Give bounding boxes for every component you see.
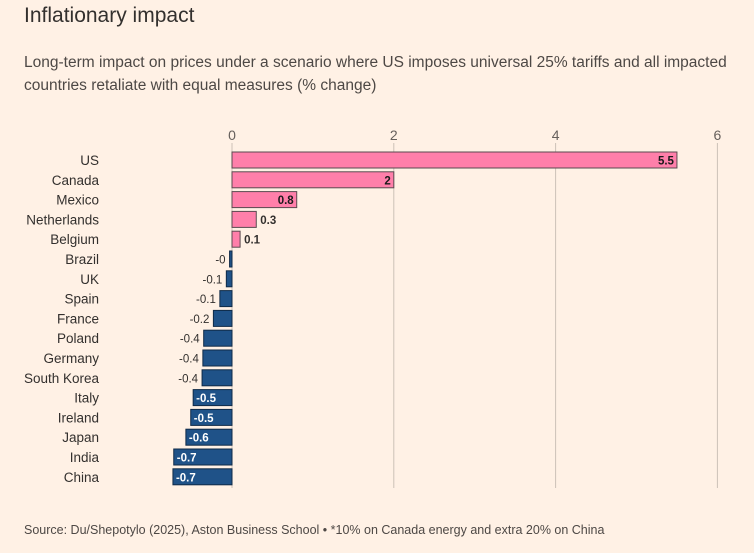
value-label: -0.7 [177,453,197,465]
category-label: Poland [57,331,99,346]
category-label: Germany [43,351,99,366]
value-label: -0.1 [196,294,216,306]
value-label: -0.5 [196,393,216,405]
bar [225,270,233,288]
category-label: Belgium [50,232,99,247]
value-label: 0.8 [278,195,295,207]
category-label: Brazil [65,252,99,267]
value-label: -0.5 [194,413,214,425]
category-label: Ireland [58,410,99,425]
bar [212,309,233,327]
value-label: -0.1 [203,274,223,286]
category-label: Canada [52,173,100,188]
category-label: South Korea [24,371,100,386]
category-label: Japan [62,430,99,445]
bar [172,468,233,486]
category-label: China [64,470,100,485]
value-label: 5.5 [658,156,675,168]
category-label: India [70,450,100,465]
value-label: -0.7 [176,472,196,484]
source-note: Source: Du/Shepotylo (2025), Aston Busin… [24,523,605,537]
category-label: Spain [64,292,99,307]
x-tick-label: 2 [390,127,398,143]
value-label: 0.3 [260,215,276,227]
category-label: UK [80,272,99,287]
category-label: France [57,311,99,326]
category-label: Netherlands [26,212,99,227]
bar [219,290,233,308]
value-label: 0.1 [244,235,261,247]
bar [231,210,257,228]
value-label: 2 [384,175,390,187]
chart-title: Inflationary impact [24,4,195,27]
value-label: -0.4 [180,334,200,346]
bar [202,349,233,367]
bar [201,369,233,387]
category-label: Italy [74,391,99,406]
category-label: Mexico [56,193,99,208]
value-label: -0.6 [189,433,209,445]
bar [231,151,678,169]
value-label: -0.4 [178,373,198,385]
bar [185,428,233,446]
category-label: US [80,153,99,168]
bar [192,389,233,407]
value-label: -0.4 [179,354,199,366]
x-tick-label: 6 [714,127,722,143]
x-tick-label: 0 [228,127,236,143]
chart-subtitle: Long-term impact on prices under a scena… [24,54,727,94]
bar [231,171,395,189]
value-label: -0 [215,255,225,267]
bar [231,191,298,209]
bar [203,329,233,347]
value-label: -0.2 [190,314,210,326]
bar [231,230,241,248]
x-tick-label: 4 [552,127,560,143]
bar [229,250,233,268]
bar [173,448,233,466]
bar [190,408,233,426]
